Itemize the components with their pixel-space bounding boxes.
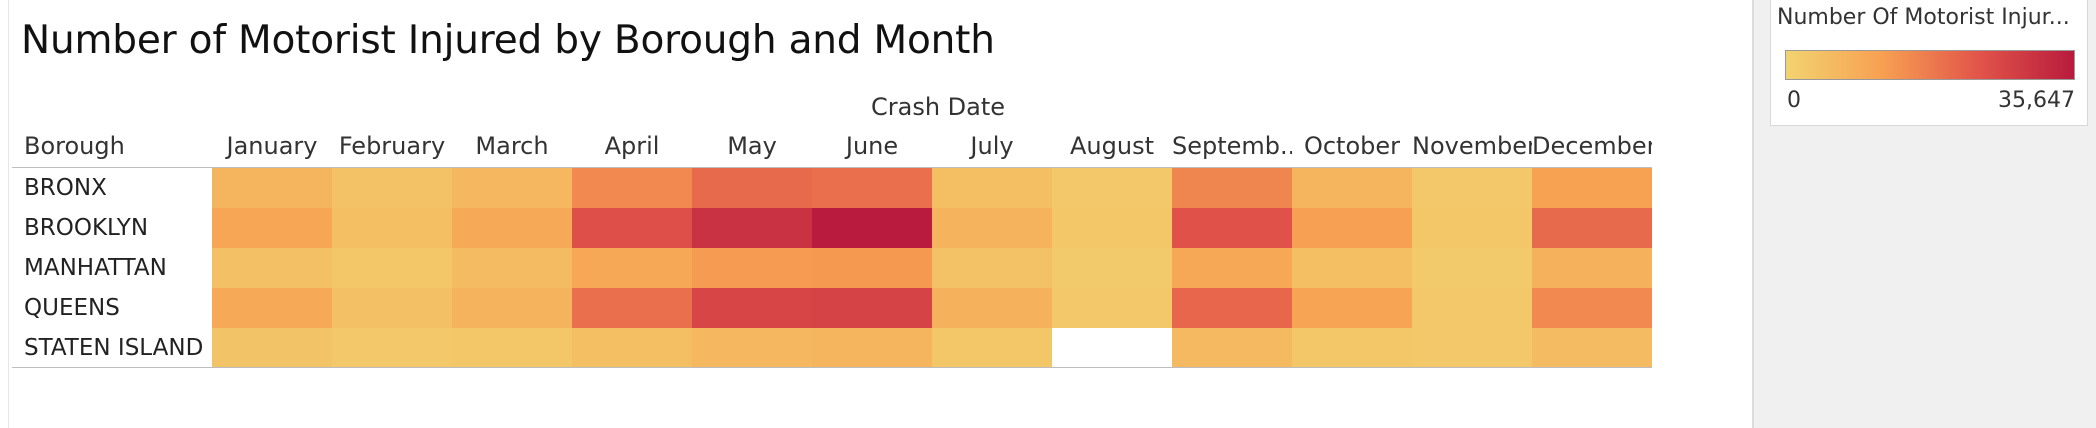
row-label: BROOKLYN xyxy=(24,215,149,241)
heatmap-cell[interactable] xyxy=(212,288,332,328)
color-legend[interactable]: Number Of Motorist Injur... 0 35,647 xyxy=(1770,0,2088,126)
chart-title: Number of Motorist Injured by Borough an… xyxy=(21,18,995,63)
heatmap-cell[interactable] xyxy=(1412,208,1532,248)
heatmap-cell[interactable] xyxy=(332,288,452,328)
heatmap-cell[interactable] xyxy=(1292,208,1412,248)
column-header: Septemb.. xyxy=(1172,132,1292,160)
heatmap-cell[interactable] xyxy=(452,208,572,248)
left-border xyxy=(8,0,9,428)
worksheet-area: Number of Motorist Injured by Borough an… xyxy=(8,0,1754,428)
heatmap-cell[interactable] xyxy=(692,328,812,368)
heatmap-cell[interactable] xyxy=(1172,288,1292,328)
row-label: MANHATTAN xyxy=(24,255,167,281)
heatmap-cell[interactable] xyxy=(1292,248,1412,288)
heatmap-cell[interactable] xyxy=(932,288,1052,328)
heatmap-cell[interactable] xyxy=(1532,168,1652,208)
heatmap-cell[interactable] xyxy=(1172,248,1292,288)
heatmap-cell[interactable] xyxy=(932,248,1052,288)
legend-title: Number Of Motorist Injur... xyxy=(1777,5,2070,30)
column-header: July xyxy=(970,132,1014,160)
heatmap-cell[interactable] xyxy=(1412,168,1532,208)
heatmap-cell[interactable] xyxy=(1052,208,1172,248)
heatmap-cell[interactable] xyxy=(1052,328,1172,368)
heatmap-cell[interactable] xyxy=(692,288,812,328)
legend-min-label: 0 xyxy=(1787,88,1801,113)
heatmap-cell[interactable] xyxy=(212,168,332,208)
heatmap-cell[interactable] xyxy=(692,168,812,208)
legend-max-label: 35,647 xyxy=(1998,88,2075,113)
heatmap-cell[interactable] xyxy=(692,208,812,248)
heatmap-cell[interactable] xyxy=(212,248,332,288)
column-header: August xyxy=(1070,132,1154,160)
heatmap-cell[interactable] xyxy=(1532,288,1652,328)
row-field-label: Borough xyxy=(24,132,125,160)
bottom-divider xyxy=(12,367,1652,368)
heatmap-cell[interactable] xyxy=(1172,168,1292,208)
column-header: April xyxy=(604,132,660,160)
heatmap-cell[interactable] xyxy=(812,288,932,328)
column-header: May xyxy=(727,132,777,160)
heatmap-cell[interactable] xyxy=(1412,328,1532,368)
heatmap-cell[interactable] xyxy=(212,208,332,248)
column-header: June xyxy=(845,132,899,160)
heatmap-cell[interactable] xyxy=(1172,328,1292,368)
heatmap-cell[interactable] xyxy=(812,208,932,248)
heatmap-cell[interactable] xyxy=(932,168,1052,208)
heatmap-cell[interactable] xyxy=(1412,288,1532,328)
column-header: January xyxy=(226,132,318,160)
header-divider xyxy=(12,167,1652,168)
heatmap-cell[interactable] xyxy=(1052,288,1172,328)
heatmap-cell[interactable] xyxy=(1292,168,1412,208)
heatmap-cell[interactable] xyxy=(1052,168,1172,208)
heatmap-cell[interactable] xyxy=(452,328,572,368)
heatmap-cell[interactable] xyxy=(332,208,452,248)
heatmap-cell[interactable] xyxy=(1172,208,1292,248)
heatmap-cell[interactable] xyxy=(932,208,1052,248)
heatmap-cell[interactable] xyxy=(572,288,692,328)
heatmap-cell[interactable] xyxy=(1532,328,1652,368)
heatmap-cell[interactable] xyxy=(1052,248,1172,288)
legend-gradient-bar xyxy=(1785,50,2075,80)
heatmap-cell[interactable] xyxy=(1292,328,1412,368)
heatmap-cell[interactable] xyxy=(1292,288,1412,328)
heatmap-cell[interactable] xyxy=(332,168,452,208)
heatmap-cell[interactable] xyxy=(1532,208,1652,248)
column-header: March xyxy=(475,132,549,160)
heatmap-cell[interactable] xyxy=(1412,248,1532,288)
heatmap-cell[interactable] xyxy=(932,328,1052,368)
heatmap-cell[interactable] xyxy=(812,168,932,208)
heatmap-cell[interactable] xyxy=(572,248,692,288)
heatmap-cell[interactable] xyxy=(452,168,572,208)
column-field-label: Crash Date xyxy=(871,93,1006,121)
row-label: STATEN ISLAND xyxy=(24,335,204,361)
heatmap-cell[interactable] xyxy=(572,168,692,208)
heatmap-cell[interactable] xyxy=(1532,248,1652,288)
column-header: December xyxy=(1532,132,1652,160)
column-header: November xyxy=(1412,132,1532,160)
heatmap-cell[interactable] xyxy=(212,328,332,368)
heatmap-cell[interactable] xyxy=(812,328,932,368)
heatmap-cell[interactable] xyxy=(452,248,572,288)
heatmap-cell[interactable] xyxy=(692,248,812,288)
column-header: February xyxy=(338,132,446,160)
row-label: QUEENS xyxy=(24,295,120,321)
row-label: BRONX xyxy=(24,175,107,201)
heatmap-cell[interactable] xyxy=(812,248,932,288)
column-header: October xyxy=(1303,132,1401,160)
heatmap-cell[interactable] xyxy=(572,208,692,248)
heatmap-cell[interactable] xyxy=(572,328,692,368)
heatmap-cell[interactable] xyxy=(452,288,572,328)
heatmap-cell[interactable] xyxy=(332,328,452,368)
heatmap-cell[interactable] xyxy=(332,248,452,288)
